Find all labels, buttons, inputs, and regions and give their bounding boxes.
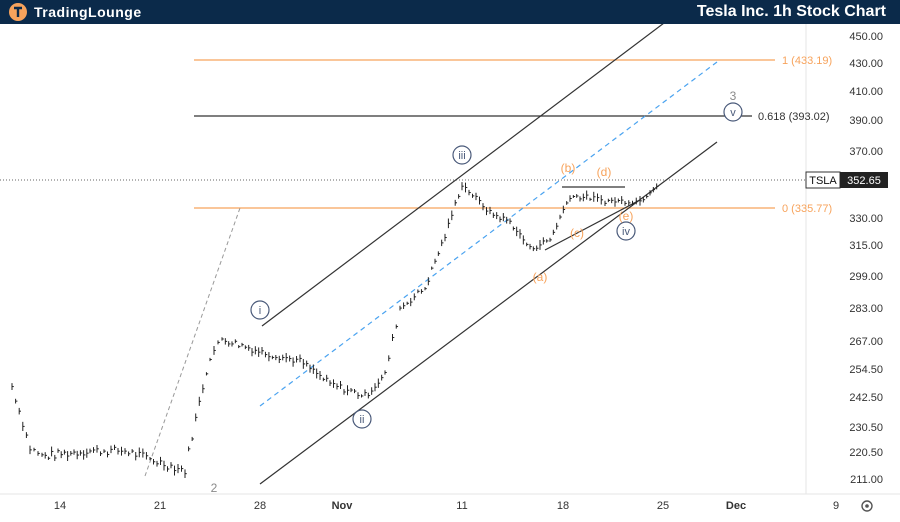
y-tick: 230.50 — [849, 422, 883, 434]
fib-level-0-label: 0 (335.77) — [782, 203, 832, 215]
svg-text:iv: iv — [622, 226, 630, 238]
y-tick: 242.50 — [849, 392, 883, 404]
wave-label-i: i — [250, 300, 270, 320]
channel-mid-line — [259, 61, 718, 407]
y-tick: 370.00 — [849, 146, 883, 158]
y-tick: 267.00 — [849, 336, 883, 348]
wave-label-iv: iv — [616, 221, 636, 241]
x-tick: 11 — [456, 500, 467, 512]
svg-text:v: v — [730, 107, 736, 119]
y-tick: 315.00 — [849, 240, 883, 252]
y-tick: 330.00 — [849, 213, 883, 225]
wave-label-c: (c) — [570, 226, 584, 240]
y-tick: 211.00 — [850, 474, 883, 486]
x-tick: 18 — [557, 500, 569, 512]
symbol-tag: TSLA — [805, 171, 841, 189]
chart-settings-icon[interactable] — [861, 500, 873, 512]
svg-text:i: i — [259, 305, 261, 317]
wave2-trendline — [144, 207, 241, 477]
x-tick: 25 — [657, 500, 669, 512]
logo-icon — [9, 3, 27, 21]
time-axis: 14 21 28 Nov 11 18 25 Dec 9 — [54, 500, 839, 512]
wave-label-a: (a) — [533, 270, 548, 284]
wave-label-ii: ii — [352, 409, 372, 429]
x-tick: 14 — [54, 500, 66, 512]
x-tick: 28 — [254, 500, 266, 512]
fib-level-1-label: 1 (433.19) — [782, 55, 832, 67]
wave-label-2: 2 — [211, 481, 218, 495]
symbol-tag-text: TSLA — [809, 175, 837, 187]
price-axis: 450.00 430.00 410.00 390.00 370.00 350.0… — [849, 31, 883, 486]
x-tick: Dec — [726, 500, 746, 512]
svg-text:ii: ii — [360, 414, 365, 426]
last-price-tag: 352.65 — [840, 172, 888, 188]
y-tick: 299.00 — [849, 271, 883, 283]
y-tick: 220.50 — [849, 447, 883, 459]
wave-label-v: v — [723, 102, 743, 122]
y-tick: 283.00 — [849, 303, 883, 315]
last-price-tag-text: 352.65 — [847, 175, 881, 187]
wave-label-e: (e) — [619, 209, 634, 223]
triangle-bottom-line — [544, 199, 641, 251]
y-tick: 254.50 — [849, 364, 883, 376]
wave-label-d: (d) — [597, 165, 612, 179]
wave-label-3: 3 — [730, 89, 737, 103]
price-chart[interactable]: 450.00 430.00 410.00 390.00 370.00 350.0… — [0, 24, 900, 522]
y-tick: 390.00 — [849, 115, 883, 127]
y-tick: 450.00 — [849, 31, 883, 43]
channel-upper-line — [261, 24, 664, 327]
channel-lower-line — [259, 141, 718, 485]
wave-label-b: (b) — [561, 161, 576, 175]
y-tick: 410.00 — [849, 86, 883, 98]
logo-text: TradingLounge — [34, 4, 142, 20]
tradinglounge-logo: TradingLounge — [8, 2, 142, 22]
y-tick: 430.00 — [849, 58, 883, 70]
fib-level-0618-label: 0.618 (393.02) — [758, 111, 830, 123]
x-tick: 21 — [154, 500, 166, 512]
x-tick: 9 — [833, 500, 839, 512]
svg-text:iii: iii — [458, 150, 465, 162]
price-bars — [11, 182, 659, 478]
chart-title: Tesla Inc. 1h Stock Chart — [696, 3, 886, 20]
wave-label-iii: iii — [452, 145, 472, 165]
header-bar: TradingLounge Tesla Inc. 1h Stock Chart — [0, 0, 900, 24]
x-tick: Nov — [332, 500, 354, 512]
